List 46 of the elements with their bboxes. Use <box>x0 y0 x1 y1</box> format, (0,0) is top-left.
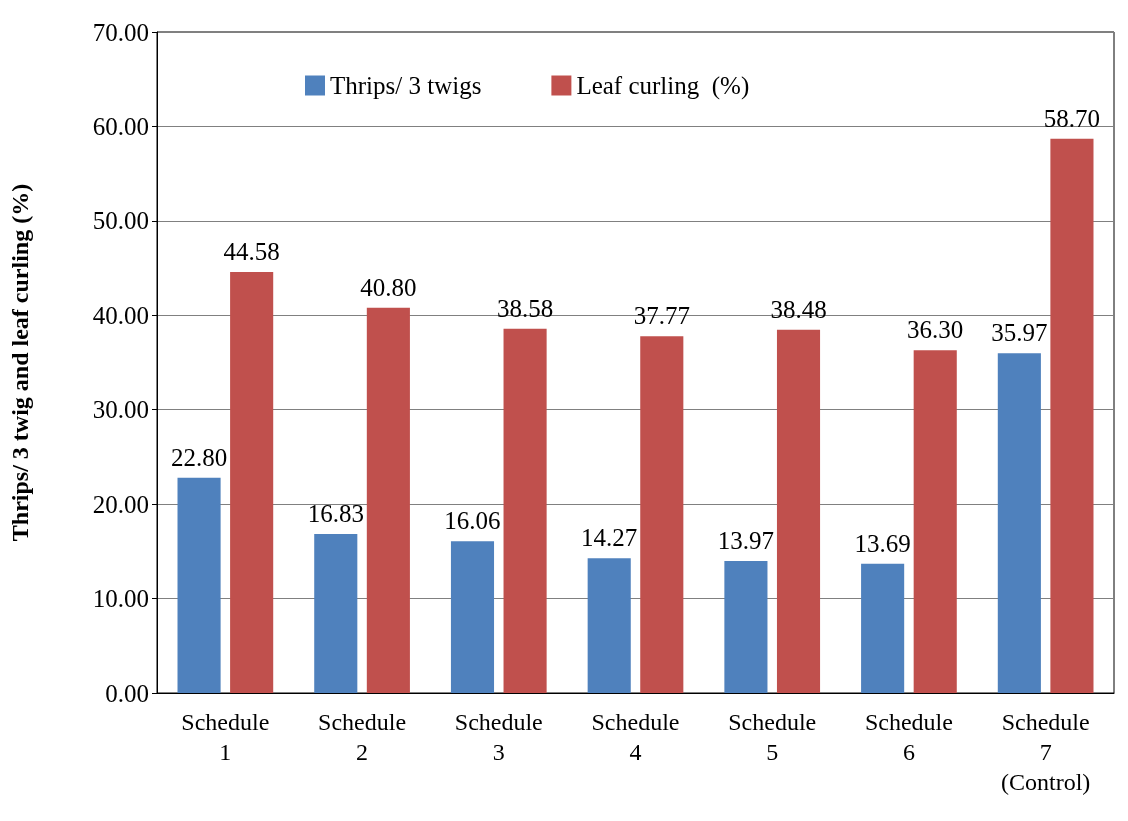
bar <box>503 328 547 693</box>
bar <box>913 350 957 693</box>
bar <box>314 534 358 693</box>
y-tick-label: 20.00 <box>92 490 149 518</box>
y-tick-label: 40.00 <box>92 301 149 329</box>
y-tick-label: 70.00 <box>92 18 149 46</box>
y-axis-title: Thrips/ 3 twig and leaf curling (%) <box>7 183 33 542</box>
x-tick-label: Schedule 4 <box>591 709 680 765</box>
bar <box>177 477 221 693</box>
data-label: 38.48 <box>770 295 827 323</box>
x-tick-label: Schedule 5 <box>728 709 817 765</box>
x-tick-label: Schedule 1 <box>181 709 270 765</box>
data-label: 16.83 <box>307 500 364 528</box>
bar <box>1050 138 1094 693</box>
x-tick-label: Schedule 2 <box>318 709 407 765</box>
bar <box>587 558 631 693</box>
data-label: 37.77 <box>633 302 690 330</box>
data-label: 13.97 <box>717 527 775 555</box>
data-label: 44.58 <box>223 238 280 266</box>
bar <box>861 563 905 693</box>
y-tick-label: 0.00 <box>105 679 149 707</box>
bar <box>997 353 1041 693</box>
data-label: 40.80 <box>360 273 417 301</box>
x-tick-label: Schedule 7 (Control) <box>1000 709 1091 795</box>
bar <box>640 336 684 693</box>
data-label: 58.70 <box>1043 104 1101 132</box>
data-label: 14.27 <box>581 524 638 552</box>
y-tick-label: 10.00 <box>92 585 149 613</box>
bar <box>230 272 274 693</box>
x-tick-label: Schedule 6 <box>864 709 953 765</box>
data-label: 35.97 <box>991 319 1048 347</box>
y-tick-label: 30.00 <box>92 396 149 424</box>
data-label: 16.06 <box>444 507 501 535</box>
bar <box>776 329 821 693</box>
legend-label: Leaf curling (%) <box>576 72 750 100</box>
legend-label: Thrips/ 3 twigs <box>330 72 482 99</box>
bar <box>366 307 410 693</box>
x-tick-label: Schedule 3 <box>454 709 543 765</box>
y-tick-label: 50.00 <box>92 207 149 235</box>
bar <box>450 541 495 693</box>
bar <box>724 561 768 693</box>
data-label: 36.30 <box>907 316 964 344</box>
data-label: 38.58 <box>496 294 554 322</box>
data-label: 13.69 <box>854 529 911 557</box>
data-label: 22.80 <box>170 443 228 471</box>
y-tick-label: 60.00 <box>92 112 149 140</box>
